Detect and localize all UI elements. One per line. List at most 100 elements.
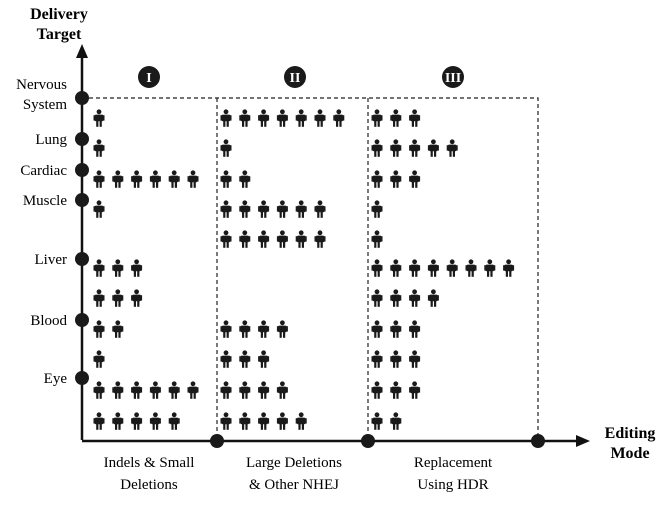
person-icon: [112, 170, 124, 188]
person-icon: [93, 200, 105, 218]
person-icon: [276, 320, 288, 338]
person-icon: [220, 320, 232, 338]
person-icon: [93, 289, 105, 307]
person-icon: [276, 230, 288, 248]
person-icon: [371, 289, 383, 307]
dot-cardiac: [75, 163, 89, 177]
region-numeral-2: II: [290, 71, 301, 86]
person-icon: [220, 109, 232, 127]
person-icon: [409, 289, 421, 307]
person-icon: [220, 350, 232, 368]
person-icon: [484, 259, 496, 277]
person-icon: [390, 289, 402, 307]
person-icon: [409, 381, 421, 399]
person-icon: [239, 200, 251, 218]
person-icon: [149, 412, 161, 430]
person-icon: [390, 109, 402, 127]
region-label-3-line2: Using HDR: [417, 477, 488, 493]
region-numeral-3: III: [445, 71, 461, 86]
label-nervous-line2: System: [23, 97, 68, 113]
person-icon: [390, 412, 402, 430]
dot-region-3: [531, 434, 545, 448]
person-icon: [371, 259, 383, 277]
person-icon: [239, 320, 251, 338]
person-icon: [409, 109, 421, 127]
person-icon: [93, 109, 105, 127]
person-icon: [371, 109, 383, 127]
person-icon: [276, 109, 288, 127]
person-icon: [220, 381, 232, 399]
person-icon: [314, 230, 326, 248]
region-box-outline: [82, 97, 539, 441]
person-icon: [187, 170, 199, 188]
person-icon: [371, 350, 383, 368]
person-icon: [371, 381, 383, 399]
person-icon: [168, 412, 180, 430]
person-icon: [427, 139, 439, 157]
label-eye: Eye: [44, 371, 68, 387]
dot-eye: [75, 371, 89, 385]
person-icon: [112, 320, 124, 338]
region-label-1-line2: Deletions: [120, 477, 178, 493]
region-label-1-line1: Indels & Small: [104, 455, 195, 471]
person-icon: [371, 200, 383, 218]
person-icon: [446, 139, 458, 157]
x-axis-arrow: [576, 435, 590, 447]
dot-blood: [75, 313, 89, 327]
person-icon: [220, 200, 232, 218]
person-icon: [371, 170, 383, 188]
person-icon: [112, 259, 124, 277]
person-icon: [220, 139, 232, 157]
x-axis-title-line2: Mode: [610, 445, 649, 462]
region-label-2-line2: & Other NHEJ: [249, 477, 339, 493]
person-icon: [239, 170, 251, 188]
person-icon: [503, 259, 515, 277]
person-icon: [258, 230, 270, 248]
label-muscle: Muscle: [23, 193, 68, 209]
person-icon: [149, 170, 161, 188]
label-blood: Blood: [30, 313, 67, 329]
person-icon: [465, 259, 477, 277]
person-icon: [314, 109, 326, 127]
person-icon: [168, 381, 180, 399]
region-badge-3: III: [442, 66, 464, 88]
person-icon: [409, 320, 421, 338]
people-figures: [93, 109, 515, 430]
person-icon: [168, 170, 180, 188]
label-nervous-line1: Nervous: [16, 77, 67, 93]
dot-muscle: [75, 193, 89, 207]
person-icon: [112, 412, 124, 430]
region-label-2-line1: Large Deletions: [246, 455, 342, 471]
region-badge-1: I: [138, 66, 160, 88]
person-icon: [93, 350, 105, 368]
person-icon: [390, 320, 402, 338]
person-icon: [93, 170, 105, 188]
person-icon: [258, 412, 270, 430]
person-icon: [131, 381, 143, 399]
person-icon: [131, 412, 143, 430]
person-icon: [390, 350, 402, 368]
person-icon: [131, 259, 143, 277]
person-icon: [131, 170, 143, 188]
person-icon: [427, 259, 439, 277]
person-icon: [446, 259, 458, 277]
person-icon: [314, 200, 326, 218]
person-icon: [390, 259, 402, 277]
person-icon: [295, 412, 307, 430]
person-icon: [112, 381, 124, 399]
person-icon: [390, 381, 402, 399]
person-icon: [409, 350, 421, 368]
person-icon: [371, 412, 383, 430]
person-icon: [295, 200, 307, 218]
label-cardiac: Cardiac: [20, 163, 67, 179]
person-icon: [427, 289, 439, 307]
person-icon: [258, 109, 270, 127]
person-icon: [258, 381, 270, 399]
person-icon: [258, 320, 270, 338]
person-icon: [371, 139, 383, 157]
person-icon: [239, 412, 251, 430]
y-axis-arrow: [76, 44, 88, 58]
person-icon: [131, 289, 143, 307]
person-icon: [276, 412, 288, 430]
